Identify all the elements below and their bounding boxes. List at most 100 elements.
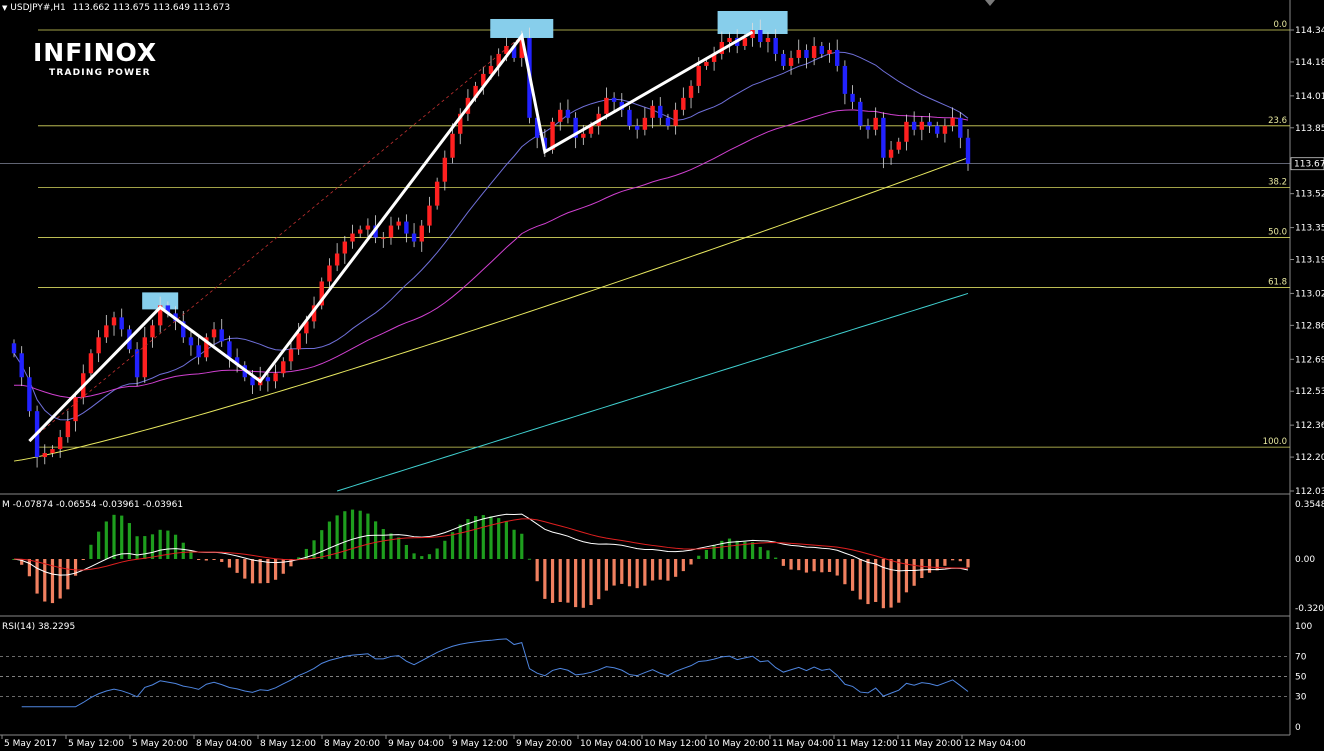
bullish-candle-body xyxy=(273,373,278,382)
bullish-candle-body xyxy=(296,333,301,350)
bullish-candle-body xyxy=(588,125,594,134)
macd-histogram-bar-positive xyxy=(312,540,316,559)
time-tick-label: 10 May 04:00 xyxy=(580,739,642,749)
bearish-candle-body xyxy=(119,317,124,330)
bullish-candle-body xyxy=(681,97,686,110)
macd-histogram-bar-negative xyxy=(927,559,932,573)
macd-histogram-bar-positive xyxy=(297,557,301,559)
time-tick-label: 8 May 20:00 xyxy=(324,739,380,749)
bullish-candle-body xyxy=(65,421,71,438)
macd-histogram-bar-positive xyxy=(427,554,432,559)
macd-histogram-bar-negative xyxy=(820,559,824,573)
bearish-candle-body xyxy=(819,45,825,54)
bearish-candle-body xyxy=(627,109,632,126)
price-tick-label: 112.36 xyxy=(1295,421,1324,431)
bullish-candle-body xyxy=(888,149,894,158)
macd-histogram-bar-positive xyxy=(373,521,378,559)
macd-histogram-bar-negative xyxy=(212,559,216,560)
macd-histogram-bar-negative xyxy=(874,559,878,602)
bullish-candle-body xyxy=(750,30,755,38)
macd-histogram-bar-positive xyxy=(381,529,385,559)
time-tick-label: 10 May 12:00 xyxy=(644,739,706,749)
macd-histogram-bar-positive xyxy=(697,555,701,559)
bearish-candle-body xyxy=(927,121,932,126)
macd-histogram-bar-negative xyxy=(943,559,947,566)
price-tick-label: 112.86 xyxy=(1295,321,1324,331)
ma-slow-line xyxy=(13,157,969,462)
macd-histogram-bar-negative xyxy=(835,559,839,576)
price-tick-label: 113.19 xyxy=(1295,256,1324,266)
bullish-candle-body xyxy=(519,37,524,58)
bullish-candle-body xyxy=(604,97,609,114)
macd-histogram-bar-negative xyxy=(866,559,870,605)
chart-header: ▼ USDJPY#,H1 113.662 113.675 113.649 113… xyxy=(2,3,230,13)
rsi-line xyxy=(21,638,969,708)
macd-histogram-bar-positive xyxy=(443,540,447,559)
bullish-candle-body xyxy=(304,321,309,334)
time-tick-label: 11 May 12:00 xyxy=(836,739,898,749)
bearish-candle-body xyxy=(881,117,886,158)
triangle-down-icon[interactable]: ▼ xyxy=(2,4,8,12)
bullish-candle-body xyxy=(696,65,701,86)
shift-marker-icon[interactable] xyxy=(985,0,995,6)
time-tick-label: 9 May 20:00 xyxy=(516,739,572,749)
macd-histogram-bar-negative xyxy=(812,559,816,572)
macd-histogram-bar-positive xyxy=(466,519,470,559)
bullish-candle-body xyxy=(142,337,147,378)
macd-histogram-bar-positive xyxy=(143,536,147,559)
bullish-candle-body xyxy=(904,121,909,142)
price-tick-label: 113.52 xyxy=(1295,190,1324,200)
rsi-tick-label: 50 xyxy=(1295,673,1307,683)
bearish-candle-body xyxy=(134,349,140,378)
macd-histogram-bar-positive xyxy=(350,509,355,559)
bearish-candle-body xyxy=(634,125,640,130)
time-tick-label: 9 May 12:00 xyxy=(452,739,508,749)
macd-histogram-bar-positive xyxy=(750,542,755,559)
macd-histogram-bar-negative xyxy=(81,559,85,561)
bullish-candle-body xyxy=(450,133,455,158)
bullish-candle-body xyxy=(50,449,55,454)
price-tick-label: 114.18 xyxy=(1295,58,1324,68)
macd-histogram-bar-positive xyxy=(527,558,532,560)
macd-histogram-bar-positive xyxy=(481,515,485,559)
bullish-candle-body xyxy=(711,53,717,62)
rsi-header: RSI(14) 38.2295 xyxy=(2,622,76,632)
logo-tagline: TRADING POWER xyxy=(49,68,151,78)
bearish-candle-body xyxy=(842,65,848,94)
macd-histogram-bar-positive xyxy=(327,521,332,559)
macd-histogram-bar-negative xyxy=(27,559,31,577)
macd-histogram-bar-negative xyxy=(620,559,624,584)
macd-histogram-bar-positive xyxy=(450,532,455,559)
macd-histogram-bar-negative xyxy=(273,559,278,580)
macd-histogram-bar-positive xyxy=(727,538,732,559)
macd-histogram-bar-positive xyxy=(89,544,93,559)
macd-histogram-bar-positive xyxy=(512,529,516,559)
fibonacci-levels: 0.0 23.6 38.2 50.0 61.8 100.0 xyxy=(0,20,1290,448)
price-tick-label: 113.85 xyxy=(1295,124,1324,134)
macd-histogram-bar-negative xyxy=(789,559,793,570)
macd-histogram-bar-positive xyxy=(420,556,424,559)
macd-histogram-bar-positive xyxy=(343,511,347,559)
macd-histogram-bar-positive xyxy=(166,530,170,559)
macd-histogram-bar-positive xyxy=(743,541,747,559)
macd-histogram-bar-negative xyxy=(858,559,862,600)
time-tick-label: 10 May 20:00 xyxy=(708,739,770,749)
bullish-candle-body xyxy=(111,317,117,326)
bullish-candle-body xyxy=(327,265,332,282)
macd-histogram-bar-negative xyxy=(243,559,247,579)
macd-histogram-bar-negative xyxy=(935,559,939,571)
bullish-candle-body xyxy=(558,109,563,122)
price-axis: 114.34 114.18 114.01 113.85 113.67 113.52 113.… xyxy=(1290,26,1324,497)
fib-anchor-trendline xyxy=(29,35,523,442)
bearish-candle-body xyxy=(265,377,271,382)
price-tick-label: 112.03 xyxy=(1295,487,1324,497)
bullish-candle-body xyxy=(334,253,340,266)
bullish-candle-body xyxy=(350,233,355,242)
bearish-candle-body xyxy=(542,137,548,150)
rsi-tick-label: 0 xyxy=(1295,723,1301,733)
macd-histogram-bar-positive xyxy=(758,546,762,559)
macd-histogram-bar-negative xyxy=(550,559,555,603)
macd-histogram-bar-negative xyxy=(558,559,562,602)
bullish-candle-body xyxy=(688,85,694,98)
